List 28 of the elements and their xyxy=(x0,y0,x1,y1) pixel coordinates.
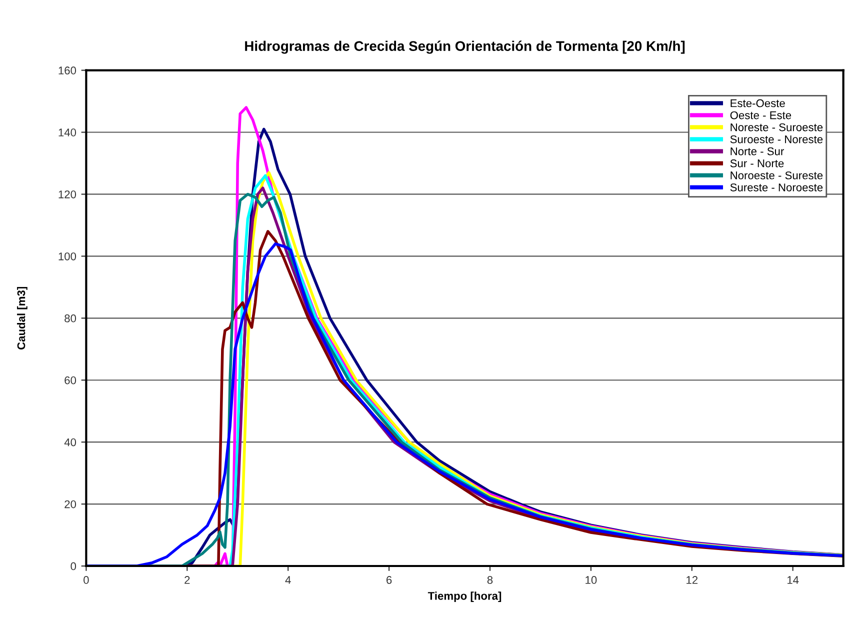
x-axis-title: Tiempo [hora] xyxy=(428,592,502,602)
x-tick-label: 4 xyxy=(285,576,291,584)
y-tick-label: 100 xyxy=(58,252,76,260)
legend-label: Noroeste - Sureste xyxy=(730,171,823,180)
y-tick-label: 120 xyxy=(58,190,76,198)
legend-label: Sureste - Noroeste xyxy=(730,183,823,192)
x-tick-label: 0 xyxy=(84,576,89,584)
y-tick-label: 0 xyxy=(70,562,76,570)
y-tick-label: 60 xyxy=(64,376,76,384)
legend-label: Sur - Norte xyxy=(730,159,784,168)
legend-label: Este-Oeste xyxy=(730,99,785,108)
y-tick-label: 140 xyxy=(58,128,76,136)
legend-label: Suroeste - Noreste xyxy=(730,135,823,144)
x-tick-label: 8 xyxy=(487,576,493,584)
legend-label: Norte - Sur xyxy=(730,147,784,156)
legend-label: Oeste - Este xyxy=(730,111,792,120)
x-tick-label: 12 xyxy=(686,576,698,584)
y-tick-label: 160 xyxy=(58,66,76,74)
legend-label: Noreste - Suroeste xyxy=(730,123,823,132)
x-tick-label: 10 xyxy=(586,576,597,584)
y-tick-label: 40 xyxy=(64,438,76,446)
y-axis-title: Caudal [m3] xyxy=(17,286,28,350)
chart-title: Hidrogramas de Crecida Según Orientación de Tormenta [20 Km/h] xyxy=(245,40,685,54)
y-tick-label: 20 xyxy=(64,500,76,508)
x-tick-label: 6 xyxy=(386,576,392,584)
x-tick-label: 14 xyxy=(788,576,799,584)
x-tick-label: 2 xyxy=(184,576,190,584)
y-tick-label: 80 xyxy=(64,314,76,322)
